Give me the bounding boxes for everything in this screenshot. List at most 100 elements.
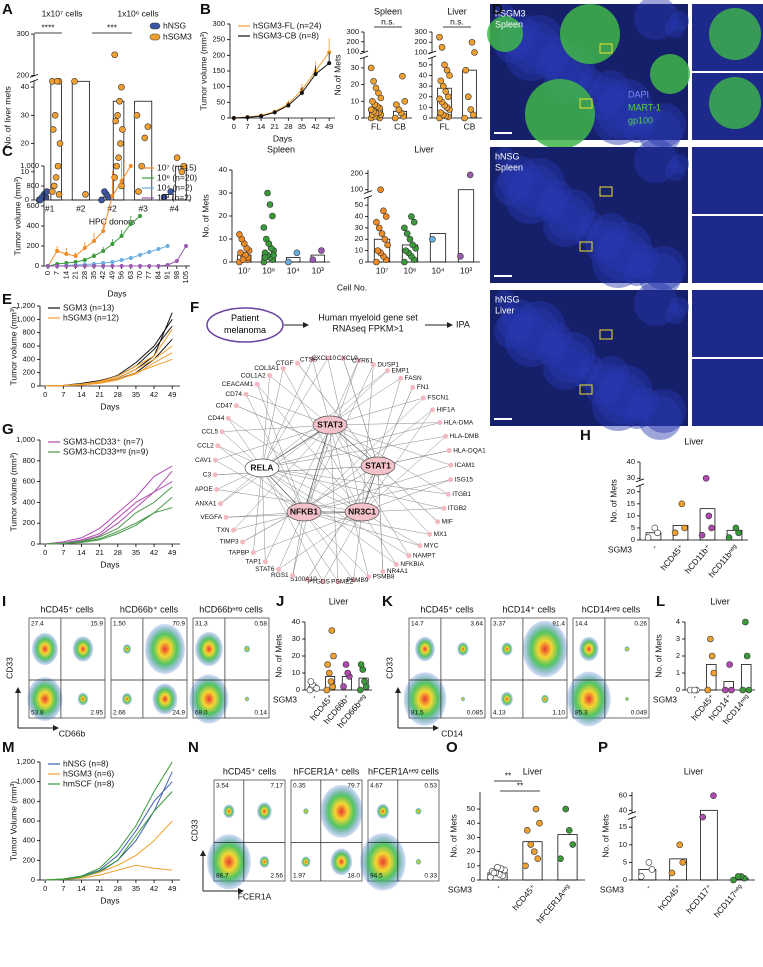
- data-line: [45, 761, 173, 881]
- data-point: [377, 186, 384, 194]
- network-node: [435, 519, 441, 525]
- tissue-texture: [600, 79, 652, 131]
- network-node: [370, 362, 376, 368]
- chart-title: Liver: [684, 436, 704, 446]
- y-tick-label: 0: [631, 535, 635, 544]
- y-tick-label: 150: [212, 66, 225, 75]
- data-point: [101, 261, 106, 265]
- x-tick-label: 42: [150, 390, 158, 399]
- data-point: [734, 873, 742, 880]
- data-point: [272, 110, 277, 115]
- x-tick-label: -: [643, 882, 653, 891]
- y-tick-label: 30: [351, 63, 359, 72]
- quadrant-percent: 0.53: [424, 783, 437, 790]
- data-point: [325, 669, 333, 677]
- tissue-texture: [627, 394, 655, 422]
- network-edge: [303, 511, 354, 581]
- data-point: [147, 250, 152, 254]
- y-tick-label: 200: [22, 368, 35, 377]
- y-tick-label: 800: [22, 796, 35, 805]
- y-tick-label: 10: [619, 840, 627, 849]
- quadrant-percent: 1.97: [293, 873, 306, 880]
- data-point: [71, 78, 78, 85]
- y-tick-label: 0: [221, 113, 225, 122]
- data-point: [119, 234, 124, 238]
- tissue-texture: [540, 44, 568, 72]
- x-tick-label: 21: [95, 884, 103, 893]
- source-box: Patient melanoma tumors: [224, 313, 266, 338]
- x-tick-label: 10⁶: [262, 265, 275, 275]
- data-point: [49, 126, 57, 133]
- plot-title: hFCER1Aⁿᵉᵍ cells: [368, 766, 440, 776]
- node-label: PSMB8: [372, 574, 394, 581]
- data-point: [691, 686, 698, 694]
- legend-label: 10³ (n=2): [157, 192, 192, 202]
- subtitle: 1x10⁷ cells: [42, 8, 83, 18]
- network-node: [304, 576, 310, 582]
- x-tick-label: -: [690, 692, 700, 701]
- y-axis-label: No. of Mets: [273, 634, 283, 677]
- tissue-texture: [593, 213, 629, 249]
- zoom-panel: [692, 147, 763, 214]
- network-node: [335, 579, 341, 585]
- x-axis-label: Days: [107, 288, 126, 298]
- tissue-texture: [574, 368, 594, 388]
- data-point: [704, 686, 712, 694]
- panel-letter: B: [200, 1, 211, 18]
- data-line: [45, 791, 173, 881]
- data-point: [373, 258, 380, 266]
- network-node: [393, 561, 399, 567]
- data-line: [45, 329, 173, 387]
- tissue-texture: [498, 306, 534, 342]
- data-point: [173, 154, 181, 161]
- y-tick-label: 1,000: [16, 435, 35, 444]
- data-point: [441, 61, 448, 69]
- data-point: [110, 242, 115, 246]
- x-tick-label: 63: [126, 271, 135, 279]
- y-tick-label: 100: [414, 47, 427, 56]
- network-node: [214, 486, 220, 492]
- data-line: [47, 165, 132, 267]
- axis-break-mark: [635, 478, 645, 483]
- data-point: [264, 189, 271, 197]
- y-tick-label: 30: [292, 634, 300, 643]
- node-label: CTSS: [300, 356, 318, 363]
- x-tick-label: 0: [43, 548, 47, 557]
- y-tick-label: 60: [619, 791, 627, 800]
- network-edge: [256, 384, 305, 513]
- node-label: TIMP3: [219, 539, 239, 546]
- axis-break-mark: [427, 50, 437, 55]
- axis-break-mark: [627, 811, 637, 815]
- data-point: [443, 66, 451, 74]
- data-point: [438, 44, 446, 51]
- data-point: [468, 38, 476, 46]
- annotation: ***: [107, 22, 118, 32]
- y-tick-label: 30: [627, 473, 635, 482]
- tissue-texture: [578, 361, 598, 381]
- quadrant-percent: 18.0: [347, 873, 360, 880]
- quadrant-percent: 0.33: [424, 873, 437, 880]
- quadrant-percent: 4.13: [493, 710, 506, 717]
- tissue-texture: [642, 246, 686, 290]
- x-tick-label: hCD117ⁿᵉᵍ: [711, 882, 744, 919]
- bar: [706, 664, 717, 691]
- data-point: [446, 72, 453, 79]
- node-label: NAMPT: [413, 553, 436, 560]
- quadrant-percent: 27.4: [31, 621, 44, 628]
- density-blob: [624, 696, 629, 702]
- y-tick-label: 30: [467, 832, 475, 841]
- marker-stain: [650, 54, 690, 94]
- tissue-texture: [509, 165, 561, 217]
- node-label: ICAM1: [455, 462, 475, 469]
- y-tick-label: 1,000: [20, 161, 39, 170]
- density-blob: [360, 833, 406, 891]
- data-point: [111, 51, 118, 59]
- tissue-texture: [589, 363, 625, 399]
- node-label: ANXA1: [195, 500, 217, 507]
- network-edge: [222, 424, 331, 432]
- tissue-texture: [638, 396, 682, 440]
- section-label: Spleen: [495, 19, 523, 29]
- density-blob: [259, 855, 270, 868]
- data-point: [461, 114, 468, 122]
- y-tick-label: 1,000: [16, 777, 35, 786]
